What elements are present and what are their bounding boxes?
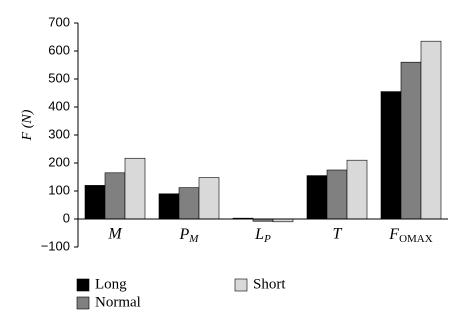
bar	[306, 175, 328, 220]
bar	[346, 159, 368, 220]
y-tick-label: 300	[48, 126, 70, 141]
legend-swatch	[234, 278, 248, 292]
bar	[400, 61, 422, 220]
x-tick-label: PM	[179, 226, 200, 245]
y-tick-label: 600	[48, 42, 70, 57]
x-tick-label: LP	[254, 226, 271, 245]
legend-label: Normal	[95, 294, 141, 310]
legend-swatch	[76, 278, 90, 292]
bar	[104, 172, 126, 220]
y-tick-label: 500	[48, 70, 70, 85]
y-tick-label: 0	[63, 210, 70, 225]
legend-label: Long	[95, 276, 127, 292]
y-tick-label: 400	[48, 98, 70, 113]
bar	[124, 157, 146, 220]
y-tick-label: −100	[41, 238, 70, 253]
x-tick-label: M	[107, 226, 123, 243]
x-tick-label: FOMAX	[388, 226, 432, 245]
y-tick-label: 100	[48, 182, 70, 197]
bar	[158, 193, 180, 220]
bar	[420, 40, 442, 220]
bar	[178, 187, 200, 220]
y-axis-label: F (N)	[20, 109, 35, 141]
legend-label: Short	[253, 276, 286, 292]
legend-swatch	[76, 296, 90, 310]
y-tick-label: 700	[48, 14, 70, 29]
bar	[84, 185, 106, 220]
bar	[198, 177, 220, 220]
x-tick-label: T	[333, 226, 343, 243]
bar	[380, 91, 402, 220]
bar	[326, 169, 348, 220]
y-tick-label: 200	[48, 154, 70, 169]
